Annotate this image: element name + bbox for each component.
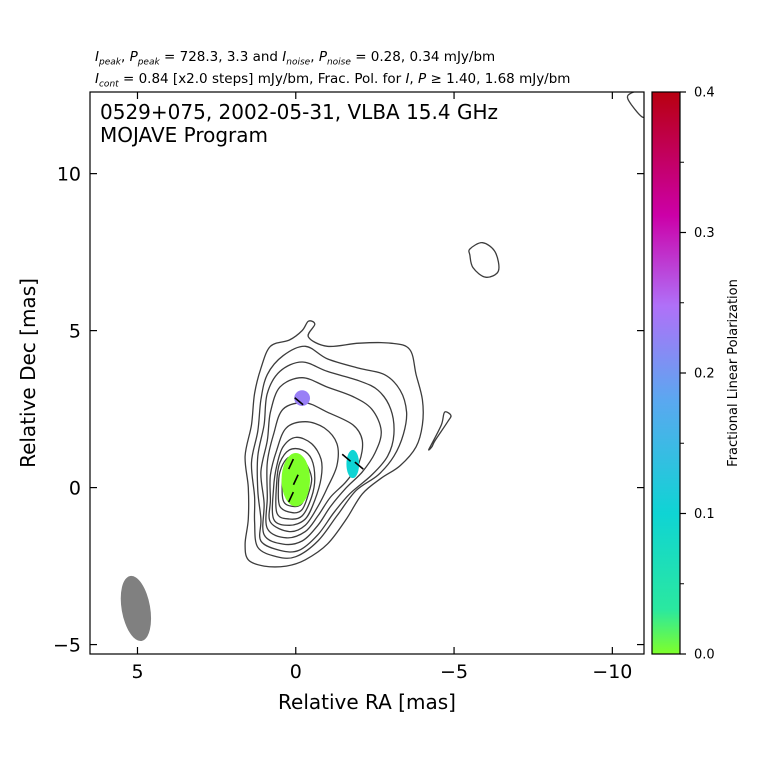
y-tick-label: 10 (57, 164, 81, 186)
p-symbol: P (418, 71, 427, 87)
i-peak-subscript: peak (98, 57, 121, 68)
plot-frame (89, 91, 645, 655)
p-peak-subscript: peak (137, 57, 160, 68)
x-tick-label: 5 (131, 661, 143, 683)
evpa-stick-3 (287, 491, 295, 503)
evpa-stick-6 (294, 397, 304, 406)
contour-line-2 (250, 345, 408, 559)
plot-annotation-line1: 0529+075, 2002-05-31, VLBA 15.4 GHz (100, 100, 498, 124)
y-tick-label: 5 (69, 321, 81, 343)
p-peak-symbol: P (129, 49, 138, 65)
contour-layer (244, 92, 644, 568)
i-noise-symbol: I (282, 49, 287, 65)
contour-line-13 (626, 92, 644, 118)
contour-line-5 (265, 402, 364, 539)
colorbar (651, 91, 681, 655)
x-tick-label: −10 (592, 661, 632, 683)
y-axis-label: Relative Dec [mas] (16, 278, 40, 468)
beam-ellipse (120, 575, 152, 642)
contour-line-4 (260, 377, 382, 546)
noise-values: = 0.28, 0.34 mJy/bm (355, 49, 496, 65)
contour-line-6 (268, 421, 339, 533)
evpa-stick-5 (354, 461, 364, 470)
i-peak-symbol: I (95, 49, 99, 65)
contour-line-7 (271, 436, 323, 526)
i-cont-subscript: cont (98, 79, 119, 90)
i-noise-subscript: noise (286, 57, 311, 68)
p-noise-symbol: P (318, 49, 327, 65)
contour-line-1 (244, 320, 424, 568)
evpa-stick-2 (292, 474, 299, 486)
header-line-2: Icont = 0.84 [x2.0 steps] mJy/bm, Frac. … (95, 71, 571, 90)
peak-values: = 728.3, 3.3 and (164, 49, 278, 65)
cont-values: = 0.84 [x2.0 steps] mJy/bm, Frac. Pol. f… (122, 71, 402, 87)
colorbar-tick-label: 0.3 (694, 226, 715, 241)
colorbar-ticks: 0.0 0.1 0.2 0.3 0.4 (680, 86, 715, 663)
i-cont-symbol: I (95, 71, 99, 87)
frac-pol-values: ≥ 1.40, 1.68 mJy/bm (430, 71, 571, 87)
p-noise-subscript: noise (326, 57, 351, 68)
beam-layer (120, 575, 152, 642)
colorbar-tick-label: 0.2 (694, 367, 715, 382)
colorbar-tick-label: 0.4 (694, 86, 715, 101)
colorbar-label: Fractional Linear Polarization (726, 279, 741, 467)
polarization-patch-3 (294, 390, 311, 406)
contour-line-12 (468, 242, 500, 278)
x-tick-label: 0 (290, 661, 302, 683)
contour-line-11 (428, 411, 452, 451)
x-axis-label: Relative RA [mas] (278, 690, 456, 714)
evpa-stick-1 (287, 458, 295, 470)
evpa-stick-4 (341, 453, 352, 462)
contour-line-8 (275, 447, 316, 520)
x-tick-label: −5 (440, 661, 468, 683)
i-symbol: I (405, 71, 410, 87)
y-tick-label: −5 (53, 635, 81, 657)
polarization-patch-2 (346, 449, 360, 479)
plot-annotation-line2: MOJAVE Program (100, 123, 268, 147)
colorbar-tick-label: 0.0 (694, 648, 715, 663)
header-line-1: Ipeak, Ppeak = 728.3, 3.3 and Inoise, Pn… (95, 49, 496, 68)
y-tick-label: 0 (69, 478, 81, 500)
colorbar-tick-label: 0.1 (694, 507, 715, 522)
axis-ticks: 5 0 −5 −10 −5 0 5 10 (53, 92, 644, 683)
contour-line-3 (256, 361, 395, 553)
evpa-stick-layer (287, 397, 364, 503)
